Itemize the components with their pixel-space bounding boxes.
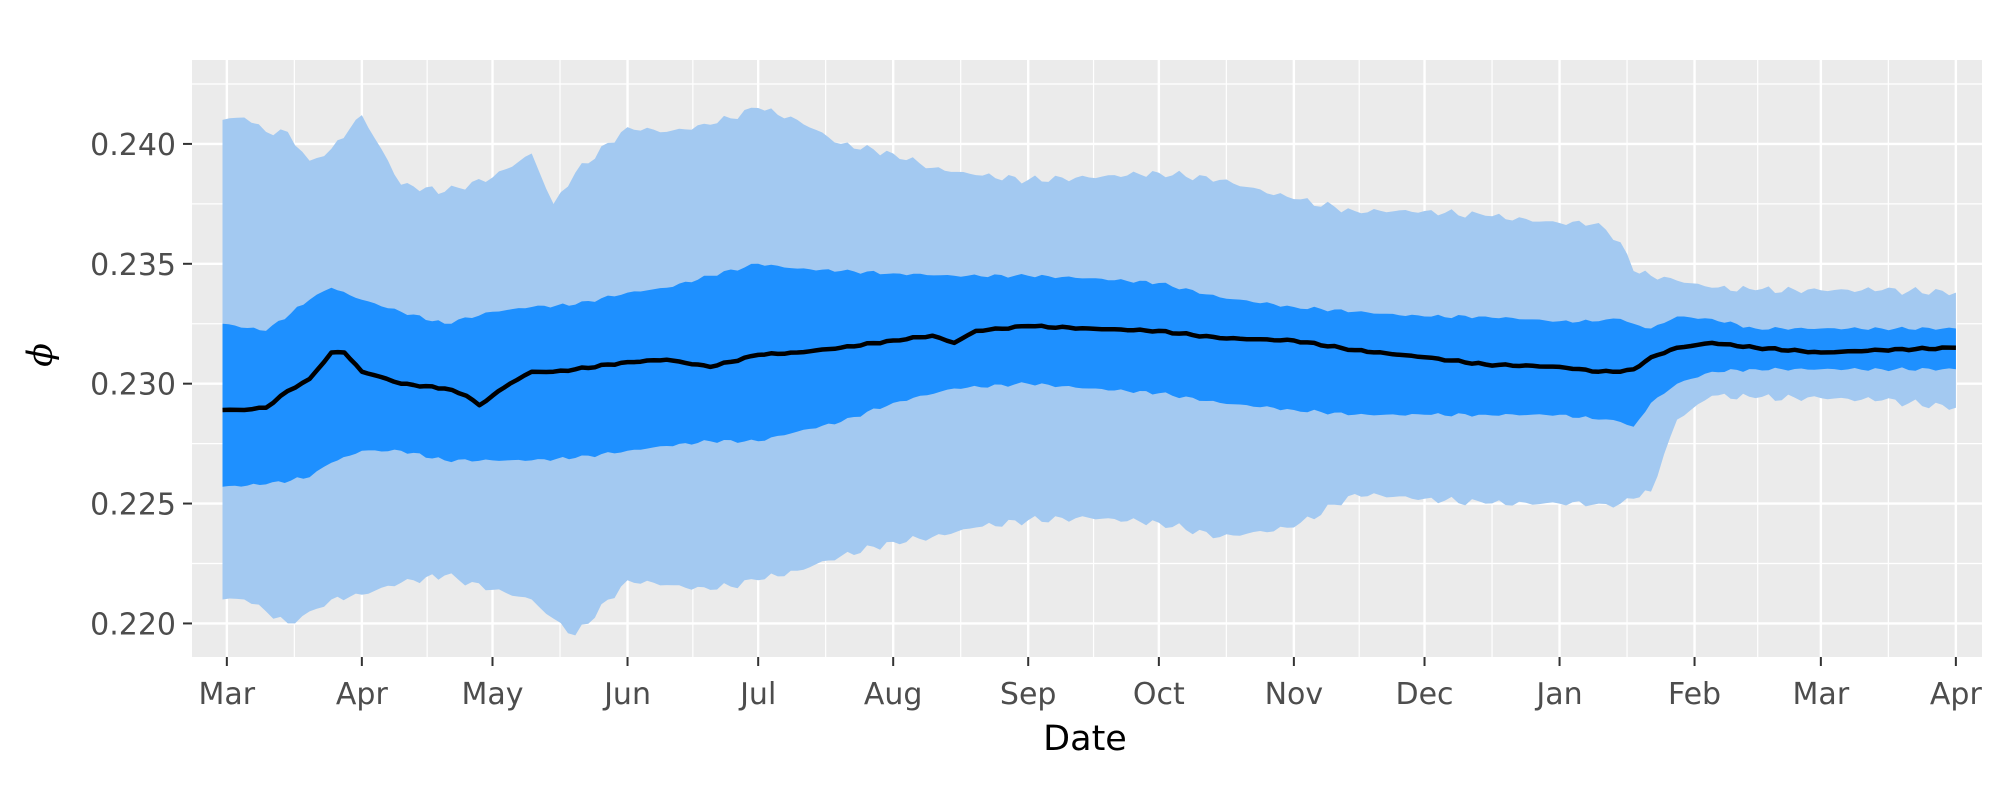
y-tick-label: 0.235 xyxy=(90,248,176,283)
inner-interval-band xyxy=(222,263,1956,487)
y-tick-label: 0.225 xyxy=(90,488,176,523)
y-axis: 0.220 0.225 0.230 0.235 0.240 xyxy=(90,128,192,642)
median-line xyxy=(222,323,1956,413)
x-tick-label: Nov xyxy=(1265,677,1324,712)
x-tick-label: Aug xyxy=(864,677,923,712)
series-layer xyxy=(222,107,1956,636)
x-tick-label: Sep xyxy=(1000,677,1057,712)
y-tick-label: 0.220 xyxy=(90,607,176,642)
x-tick-label: Oct xyxy=(1133,677,1185,712)
y-tick-label: 0.240 xyxy=(90,128,176,163)
x-axis-title: Date xyxy=(1043,719,1127,759)
x-axis: Mar Apr May Jun Jul Aug Sep Oct Nov Dec Jan Feb Mar A… xyxy=(199,657,1983,712)
x-tick-label: Mar xyxy=(199,677,256,712)
x-tick-label: Apr xyxy=(1930,677,1983,712)
y-tick-label: 0.230 xyxy=(90,368,176,403)
x-tick-label: Dec xyxy=(1395,677,1453,712)
y-axis-title: ϕ xyxy=(21,343,61,367)
x-tick-label: Jul xyxy=(738,677,776,712)
x-tick-label: Jan xyxy=(1534,677,1582,712)
x-tick-label: Mar xyxy=(1793,677,1850,712)
x-tick-label: May xyxy=(461,677,523,712)
x-tick-label: Jun xyxy=(602,677,651,712)
x-tick-label: Feb xyxy=(1668,677,1721,712)
x-tick-label: Apr xyxy=(336,677,389,712)
